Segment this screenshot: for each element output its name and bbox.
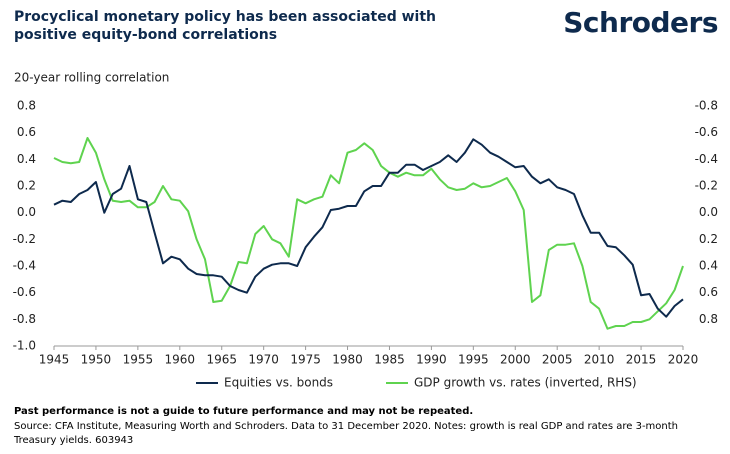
disclaimer: Past performance is not a guide to futur… <box>14 406 474 417</box>
y2-tick-label: -0.8 <box>695 99 718 113</box>
x-tick-label: 2020 <box>668 353 699 367</box>
x-tick-label: 1990 <box>416 353 447 367</box>
chart: 20-year rolling correlation 0.8 0.6 0.4 0.2… <box>13 71 718 390</box>
y-tick-label: 0.8 <box>17 99 36 113</box>
y2-tick-label: 0.4 <box>699 259 718 273</box>
x-tick-label: 2005 <box>542 353 573 367</box>
x-tick-label: 1980 <box>332 353 363 367</box>
x-tick-label: 1955 <box>123 353 154 367</box>
chart-title: Procyclical monetary policy has been ass… <box>14 9 436 43</box>
x-tick-label: 2015 <box>626 353 657 367</box>
y-tick-label: 0.0 <box>17 205 36 219</box>
y2-tick-label: 0.6 <box>699 285 718 299</box>
y-axis-label: 20-year rolling correlation <box>14 71 169 85</box>
source-note: Source: CFA Institute, Measuring Worth a… <box>14 421 679 446</box>
x-tick-label: 1945 <box>39 353 70 367</box>
x-tick-label: 2000 <box>500 353 531 367</box>
y-tick-label: 0.6 <box>17 125 36 139</box>
y2-tick-label: -0.2 <box>695 179 718 193</box>
series-line <box>53 137 684 330</box>
x-tick-label: 1985 <box>374 353 405 367</box>
y-tick-label: 0.4 <box>17 152 36 166</box>
brand-logo: Schroders <box>563 6 718 39</box>
x-tick-label: 1975 <box>290 353 321 367</box>
legend-label: Equities vs. bonds <box>224 376 333 390</box>
x-tick-label: 1970 <box>248 353 279 367</box>
x-tick-label: 1960 <box>165 353 196 367</box>
y2-tick-label: 0.0 <box>699 205 718 219</box>
y-tick-label: -0.8 <box>13 312 36 326</box>
y-tick-label: -0.2 <box>13 232 36 246</box>
legend-label: GDP growth vs. rates (inverted, RHS) <box>414 376 637 390</box>
y2-tick-label: 0.8 <box>699 312 718 326</box>
y-tick-label: -0.6 <box>13 285 36 299</box>
series-line <box>53 138 684 318</box>
y2-tick-label: 0.2 <box>699 232 718 246</box>
y-tick-label: 0.2 <box>17 179 36 193</box>
x-tick-label: 2010 <box>584 353 615 367</box>
y2-tick-label: -0.6 <box>695 125 718 139</box>
x-tick-label: 1950 <box>81 353 112 367</box>
y-tick-label: -0.4 <box>13 259 36 273</box>
y-tick-label: -1.0 <box>13 339 36 353</box>
x-tick-label: 1995 <box>458 353 489 367</box>
x-tick-label: 1965 <box>206 353 237 367</box>
y2-tick-label: -0.4 <box>695 152 718 166</box>
